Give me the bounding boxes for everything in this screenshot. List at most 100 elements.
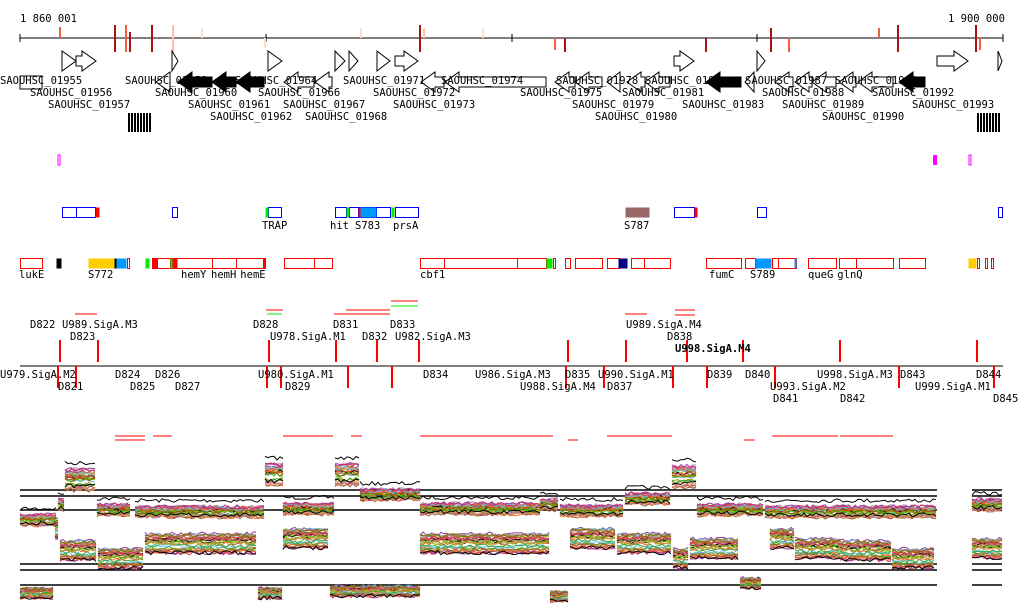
gene-arrow-forward[interactable] [756, 49, 766, 73]
sigma-site[interactable] [546, 258, 553, 269]
reverse-feature[interactable] [772, 258, 779, 269]
gene-arrow-reverse[interactable] [794, 71, 813, 93]
reverse-feature[interactable] [565, 258, 571, 269]
reverse-feature[interactable] [899, 258, 926, 269]
forward-feature[interactable] [376, 207, 391, 218]
reverse-feature[interactable] [157, 258, 171, 269]
gene-box[interactable] [19, 75, 43, 90]
forward-feature[interactable] [395, 207, 419, 218]
gene-arrow-forward[interactable] [997, 50, 1003, 72]
gene-arrow-forward[interactable] [61, 50, 77, 72]
cyan-feature[interactable] [116, 258, 127, 269]
gene-arrow-reverse[interactable] [644, 71, 671, 93]
orange-feature[interactable] [968, 258, 977, 269]
reverse-feature[interactable] [631, 258, 645, 269]
navy-feature[interactable] [618, 258, 628, 269]
sigma-site[interactable] [391, 207, 395, 218]
gene-arrow-forward[interactable] [267, 50, 283, 72]
black-feature[interactable] [56, 258, 62, 269]
gene-arrow-forward[interactable] [334, 49, 346, 73]
cyan-feature[interactable] [794, 258, 797, 269]
gene-arrow-reverse[interactable] [235, 71, 265, 93]
reverse-feature[interactable] [517, 258, 547, 269]
forward-feature[interactable] [172, 207, 178, 218]
gene-arrow-reverse[interactable] [177, 71, 213, 93]
gene-cluster-mark [134, 113, 136, 132]
reverse-feature[interactable] [553, 258, 556, 269]
gene-arrow-reverse[interactable] [705, 71, 742, 93]
reverse-feature[interactable] [314, 258, 333, 269]
feature-end-marker[interactable] [694, 207, 698, 218]
gene-arrow-reverse[interactable] [420, 71, 445, 93]
reverse-feature[interactable] [808, 258, 837, 269]
gene-arrow-forward[interactable] [936, 50, 969, 72]
orange-feature[interactable] [88, 258, 115, 269]
reverse-feature[interactable] [706, 258, 742, 269]
gene-arrow-forward[interactable] [75, 50, 97, 72]
reverse-feature[interactable] [212, 258, 237, 269]
sigma-site[interactable] [346, 207, 350, 218]
operon-boundary [376, 340, 378, 362]
gene-arrow-reverse[interactable] [444, 71, 547, 93]
gene-arrow-reverse[interactable] [838, 71, 857, 93]
cyan-feature[interactable] [755, 258, 772, 269]
gene-arrow-reverse[interactable] [857, 71, 894, 93]
reverse-feature[interactable] [985, 258, 988, 269]
sigma-site[interactable] [145, 258, 150, 269]
reverse-feature[interactable] [644, 258, 671, 269]
reverse-feature[interactable] [284, 258, 315, 269]
gene-cluster-mark [989, 113, 991, 132]
sigma-site[interactable] [265, 207, 269, 218]
gene-arrow-reverse[interactable] [314, 71, 333, 93]
forward-feature[interactable] [349, 207, 359, 218]
forward-feature[interactable] [757, 207, 767, 218]
gene-arrow-reverse[interactable] [744, 70, 755, 94]
gene-arrow-reverse[interactable] [811, 71, 837, 93]
forward-feature[interactable] [335, 207, 347, 218]
gene-cluster-mark [995, 113, 997, 132]
reverse-feature[interactable] [236, 258, 264, 269]
gene-arrow-reverse[interactable] [155, 71, 171, 93]
reverse-feature-filled[interactable] [152, 258, 158, 269]
feature-end-marker[interactable] [95, 207, 100, 218]
reverse-feature[interactable] [778, 258, 797, 269]
feature-end-marker[interactable] [358, 207, 361, 218]
gene-arrow-forward[interactable] [348, 49, 359, 73]
gene-arrow-reverse[interactable] [898, 71, 926, 93]
black-feature[interactable] [114, 258, 117, 269]
forward-feature[interactable] [674, 207, 695, 218]
gene-arrow-reverse[interactable] [554, 71, 576, 93]
reverse-feature[interactable] [745, 258, 756, 269]
reverse-feature-filled[interactable] [172, 258, 178, 269]
reverse-feature[interactable] [20, 258, 43, 269]
ruler-marker [975, 25, 977, 52]
gene-arrow-reverse[interactable] [774, 71, 794, 93]
gene-arrow-reverse[interactable] [606, 70, 621, 94]
reverse-feature[interactable] [607, 258, 620, 269]
gene-arrow-reverse[interactable] [626, 71, 646, 93]
gene-arrow-reverse[interactable] [283, 71, 315, 93]
gene-arrow-forward[interactable] [376, 49, 391, 73]
reverse-feature[interactable] [264, 258, 266, 269]
reverse-feature[interactable] [856, 258, 894, 269]
reverse-feature[interactable] [444, 258, 518, 269]
gene-arrow-forward[interactable] [673, 50, 695, 72]
reverse-feature[interactable] [420, 258, 445, 269]
forward-feature[interactable] [998, 207, 1003, 218]
reverse-feature[interactable] [127, 258, 130, 269]
forward-feature[interactable] [62, 207, 77, 218]
brown-feature[interactable] [625, 207, 650, 218]
reverse-feature[interactable] [839, 258, 857, 269]
gene-arrow-reverse[interactable] [211, 71, 237, 93]
cyan-feature[interactable] [360, 207, 377, 218]
operon-label: D829 [285, 381, 310, 393]
forward-feature[interactable] [268, 207, 282, 218]
reverse-feature[interactable] [575, 258, 603, 269]
gene-arrow-forward[interactable] [171, 49, 179, 73]
gene-arrow-forward[interactable] [394, 50, 419, 72]
reverse-feature[interactable] [977, 258, 980, 269]
sigma-site[interactable] [170, 258, 173, 269]
reverse-feature[interactable] [991, 258, 994, 269]
forward-feature[interactable] [76, 207, 96, 218]
gene-arrow-reverse[interactable] [574, 71, 603, 93]
